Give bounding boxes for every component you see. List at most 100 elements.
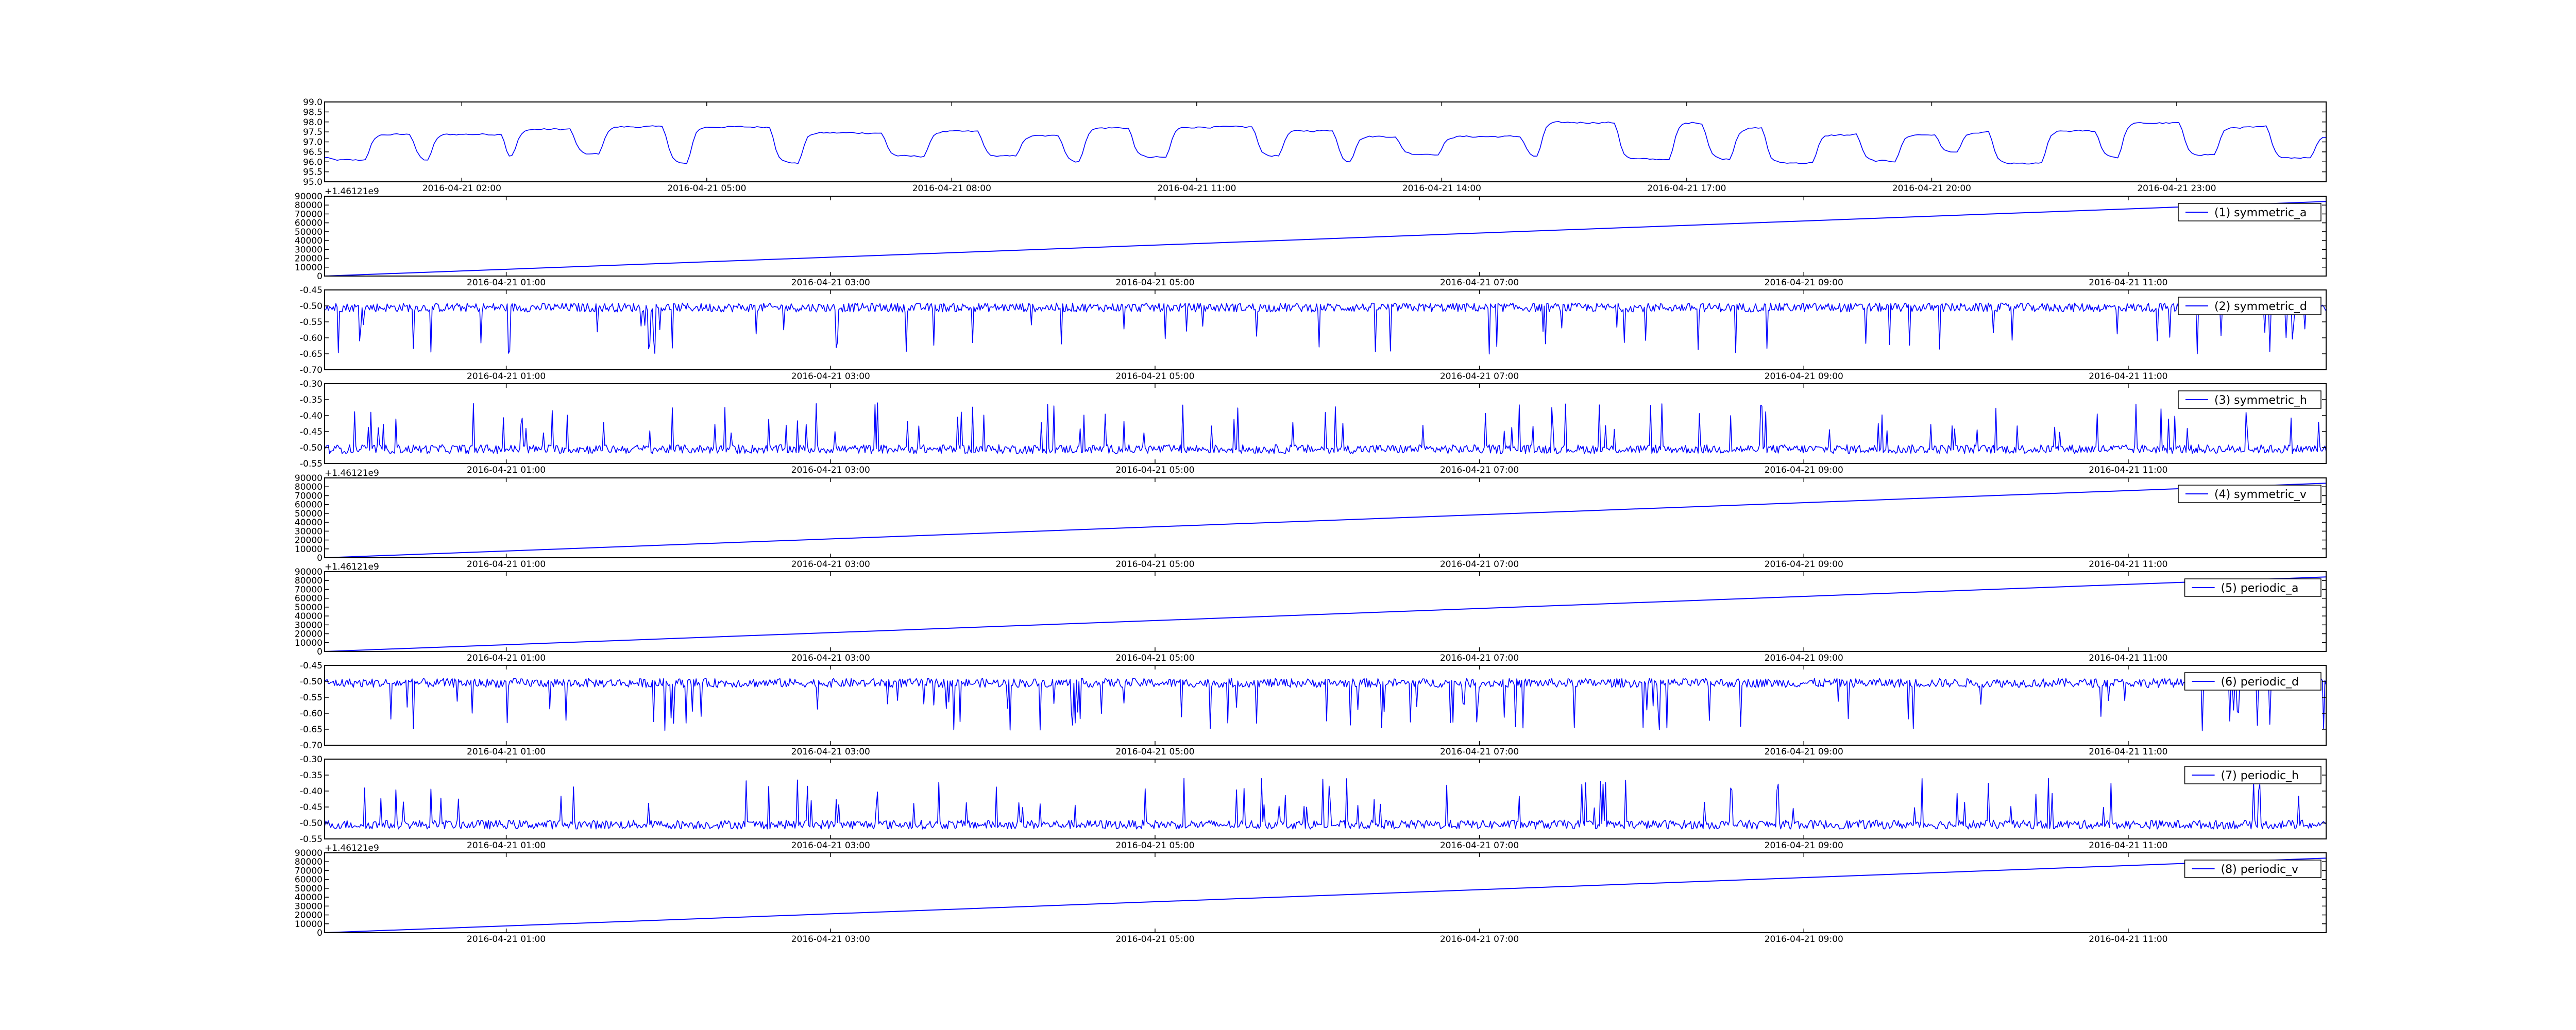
x-tick-label: 2016-04-21 08:00 xyxy=(912,183,991,194)
y-tick-label: 70000 xyxy=(295,585,323,595)
legend: (6) periodic_d xyxy=(2184,672,2321,691)
legend-label: (2) symmetric_d xyxy=(2214,300,2307,313)
subplot-temp: 99.098.598.097.597.096.596.095.595.0 2016… xyxy=(303,97,2327,194)
y-tick-label: 30000 xyxy=(295,526,323,537)
y-tick-label: 40000 xyxy=(295,518,323,528)
y-offset-label: +1.46121e9 xyxy=(325,562,379,572)
y-tick-label: -0.30 xyxy=(300,379,323,389)
y-tick-label: 50000 xyxy=(295,509,323,519)
axes-frame xyxy=(324,196,2327,277)
y-tick-label: -0.55 xyxy=(300,459,323,469)
x-tick-label: 2016-04-21 11:00 xyxy=(2089,747,2167,757)
y-tick-label: 96.5 xyxy=(303,147,323,158)
y-tick-label: 10000 xyxy=(295,544,323,555)
x-tick-label: 2016-04-21 05:00 xyxy=(1115,278,1194,288)
y-tick-label: 50000 xyxy=(295,227,323,237)
series-line-symmetric_v xyxy=(324,483,2327,558)
y-tick-label: 40000 xyxy=(295,236,323,246)
x-tick-label: 2016-04-21 03:00 xyxy=(791,934,870,945)
legend: (3) symmetric_h xyxy=(2178,390,2321,409)
subplot-periodic_d: -0.45 -0.50 -0.55 -0.60 -0.65 -0.70 2016-04-21… xyxy=(300,661,2327,757)
y-tick-label: -0.60 xyxy=(300,709,323,719)
legend-label: (8) periodic_v xyxy=(2221,863,2298,876)
x-tick-label: 2016-04-21 03:00 xyxy=(791,465,870,475)
y-tick-label: 60000 xyxy=(295,500,323,510)
series-line-periodic_v xyxy=(324,857,2327,933)
x-tick-label: 2016-04-21 05:00 xyxy=(1115,465,1194,475)
y-tick-label: -0.65 xyxy=(300,725,323,735)
series-line-periodic_h xyxy=(324,778,2327,830)
x-tick-label: 2016-04-21 07:00 xyxy=(1440,465,1519,475)
x-tick-label: 2016-04-21 11:00 xyxy=(2089,278,2167,288)
x-tick-label: 2016-04-21 03:00 xyxy=(791,371,870,382)
y-tick-label: 10000 xyxy=(295,919,323,930)
x-tick-label: 2016-04-21 09:00 xyxy=(1765,934,1843,945)
series-line-symmetric_h xyxy=(324,402,2327,454)
y-tick-label: 80000 xyxy=(295,482,323,492)
series-line-symmetric_a xyxy=(324,201,2327,277)
x-tick-label: 2016-04-21 09:00 xyxy=(1765,840,1843,851)
axes-frame xyxy=(324,665,2327,746)
y-tick-label: -0.45 xyxy=(300,427,323,437)
y-tick-label: -0.30 xyxy=(300,754,323,765)
x-tick-label: 2016-04-21 02:00 xyxy=(422,183,501,194)
y-tick-label: 60000 xyxy=(295,218,323,229)
y-tick-label: -0.70 xyxy=(300,365,323,375)
x-tick-label: 2016-04-21 05:00 xyxy=(1115,559,1194,570)
y-tick-label: 20000 xyxy=(295,254,323,264)
legend-label: (1) symmetric_a xyxy=(2214,207,2307,219)
x-tick-label: 2016-04-21 07:00 xyxy=(1440,840,1519,851)
x-tick-label: 2016-04-21 09:00 xyxy=(1765,747,1843,757)
legend-label: (7) periodic_h xyxy=(2221,769,2299,782)
y-tick-label: 0 xyxy=(317,928,323,938)
axes-frame xyxy=(324,852,2327,933)
x-tick-label: 2016-04-21 07:00 xyxy=(1440,653,1519,663)
x-tick-label: 2016-04-21 07:00 xyxy=(1440,747,1519,757)
y-tick-label: 20000 xyxy=(295,629,323,640)
x-tick-label: 2016-04-21 07:00 xyxy=(1440,559,1519,570)
subplot-symmetric_a: 9000080000700006000050000400003000020000… xyxy=(295,186,2327,288)
y-tick-label: -0.60 xyxy=(300,333,323,344)
axes-frame xyxy=(324,101,2327,182)
y-tick-label: 30000 xyxy=(295,901,323,912)
y-tick-label: 98.0 xyxy=(303,117,323,128)
x-tick-label: 2016-04-21 09:00 xyxy=(1765,465,1843,475)
x-tick-label: 2016-04-21 11:00 xyxy=(2089,559,2167,570)
y-tick-label: 40000 xyxy=(295,892,323,903)
x-tick-label: 2016-04-21 03:00 xyxy=(791,747,870,757)
x-tick-label: 2016-04-21 07:00 xyxy=(1440,371,1519,382)
legend: (7) periodic_h xyxy=(2184,766,2321,784)
subplot-periodic_v: 9000080000700006000050000400003000020000… xyxy=(295,843,2327,945)
y-tick-label: 90000 xyxy=(295,848,323,859)
x-tick-label: 2016-04-21 14:00 xyxy=(1402,183,1481,194)
y-tick-label: 80000 xyxy=(295,200,323,211)
axes-frame xyxy=(324,289,2327,370)
y-tick-label: -0.45 xyxy=(300,661,323,671)
y-tick-label: -0.45 xyxy=(300,285,323,296)
y-tick-label: 99.0 xyxy=(303,97,323,108)
x-tick-label: 2016-04-21 11:00 xyxy=(2089,653,2167,663)
subplot-symmetric_h: -0.30 -0.35 -0.40 -0.45 -0.50 -0.55 2016-04-21… xyxy=(300,379,2327,475)
x-tick-label: 2016-04-21 01:00 xyxy=(467,747,546,757)
y-tick-label: 96.0 xyxy=(303,157,323,167)
legend-label: (4) symmetric_v xyxy=(2214,488,2307,501)
y-tick-label: 10000 xyxy=(295,263,323,273)
legend-box xyxy=(2178,203,2321,221)
x-tick-label: 2016-04-21 09:00 xyxy=(1765,559,1843,570)
axes-frame xyxy=(324,383,2327,464)
y-tick-label: 20000 xyxy=(295,911,323,921)
x-tick-label: 2016-04-21 11:00 xyxy=(2089,465,2167,475)
x-tick-label: 2016-04-21 05:00 xyxy=(1115,840,1194,851)
y-tick-label: 90000 xyxy=(295,567,323,577)
x-tick-label: 2016-04-21 11:00 xyxy=(2089,934,2167,945)
x-tick-label: 2016-04-21 07:00 xyxy=(1440,934,1519,945)
y-tick-label: 0 xyxy=(317,271,323,282)
series-line-periodic_a xyxy=(324,576,2327,652)
y-tick-label: 70000 xyxy=(295,209,323,219)
x-tick-label: 2016-04-21 11:00 xyxy=(2089,840,2167,851)
x-tick-label: 2016-04-21 01:00 xyxy=(467,559,546,570)
y-tick-label: -0.50 xyxy=(300,443,323,453)
y-tick-label: -0.55 xyxy=(300,317,323,328)
x-tick-label: 2016-04-21 09:00 xyxy=(1765,278,1843,288)
legend-box xyxy=(2178,485,2321,503)
